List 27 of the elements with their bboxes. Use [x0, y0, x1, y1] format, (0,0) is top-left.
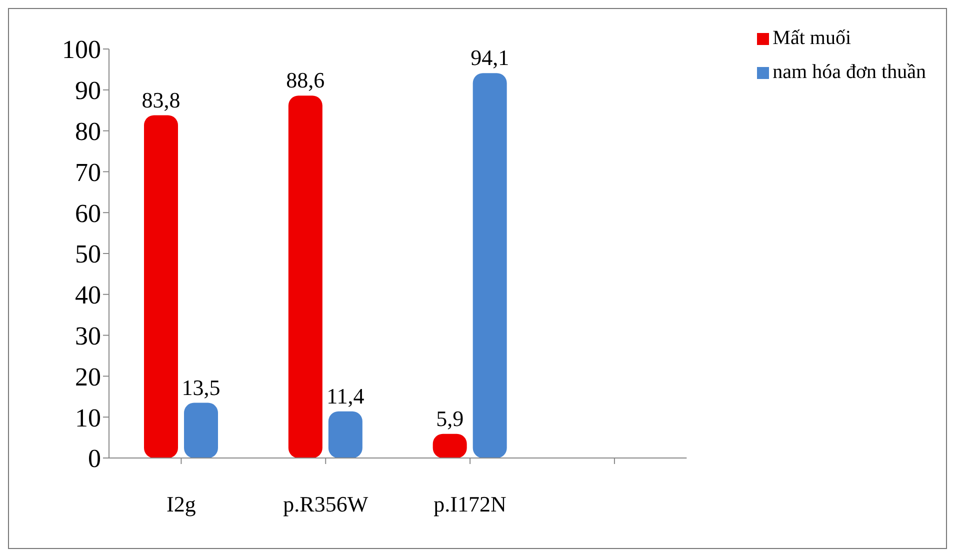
- y-tick-label: 100: [62, 35, 101, 64]
- bar: [288, 96, 322, 458]
- bar: [472, 73, 507, 458]
- bar: [144, 115, 178, 458]
- x-tick-label: I2g: [166, 492, 196, 517]
- x-tick-label: p.R356W: [283, 492, 368, 517]
- y-tick-label: 80: [75, 117, 101, 146]
- legend-label: Mất muối: [772, 27, 852, 49]
- data-label: 88,6: [286, 68, 325, 93]
- legend-label: nam hóa đơn thuần: [772, 61, 926, 83]
- y-tick-label: 30: [75, 322, 101, 351]
- y-tick-label: 0: [88, 444, 101, 474]
- y-tick-label: 50: [75, 240, 101, 269]
- bar: [184, 402, 218, 458]
- x-tick-label: p.I172N: [434, 492, 507, 517]
- y-tick-label: 70: [75, 158, 101, 187]
- y-tick-label: 10: [75, 403, 101, 432]
- y-tick-label: 90: [75, 76, 101, 106]
- data-label: 5,9: [436, 406, 464, 431]
- y-tick-label: 20: [75, 362, 101, 392]
- data-label: 94,1: [470, 45, 510, 70]
- data-label: 11,4: [326, 383, 364, 408]
- data-label: 83,8: [142, 87, 180, 112]
- bar: [328, 411, 362, 458]
- y-tick-label: 60: [75, 198, 101, 228]
- y-tick-label: 40: [75, 280, 101, 310]
- data-label: 13,5: [182, 374, 220, 400]
